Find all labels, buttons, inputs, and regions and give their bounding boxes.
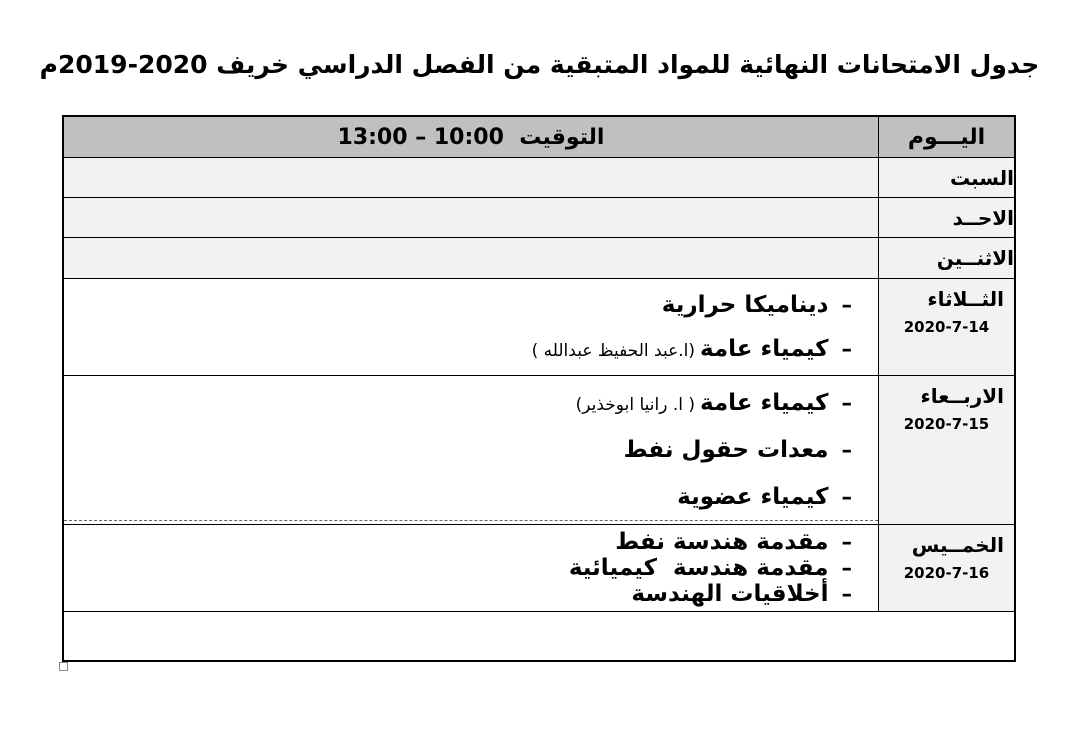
course-name: معدات حقول نفط (623, 436, 829, 463)
page-title: جدول الامتحانات النهائية للمواد المتبقية… (39, 50, 1040, 79)
day-date: 2020-7-15 (903, 415, 990, 433)
dash-bullet: – (841, 437, 853, 462)
day-cell: الاربــعاء 2020-7-15 (878, 376, 1014, 524)
day-name: الخمــيس (911, 533, 1004, 557)
day-header-cell: اليـــوم (878, 117, 1014, 157)
dash-bullet: – (841, 556, 853, 580)
exam-items-list: –كيمياء عامة( ا. رانيا ابوخذير) –معدات ح… (64, 376, 878, 524)
schedule-cell-empty (64, 198, 878, 237)
day-name: الاثنــين (936, 246, 1014, 270)
exam-item: –كيمياء عضوية (74, 484, 852, 510)
dash-bullet: – (841, 484, 853, 509)
exam-item: –معدات حقول نفط (74, 437, 852, 463)
dash-bullet: – (841, 337, 853, 361)
course-name: كيمياء عامة (699, 336, 829, 362)
day-cell: الخمــيس 2020-7-16 (878, 525, 1014, 611)
exam-item: –كيمياء عامة( ا. رانيا ابوخذير) (74, 390, 852, 416)
course-name: كيمياء عضوية (677, 483, 829, 510)
table-row: الاثنــين (64, 238, 1014, 279)
dash-bullet: – (841, 530, 853, 554)
day-name: السبت (949, 165, 1014, 190)
schedule-cell: –ديناميكا حرارية –كيمياء عامة(ا.عبد الحف… (64, 279, 878, 375)
exam-item: –مقدمة هندسة نفط (74, 529, 852, 555)
table-row: –مقدمة هندسة نفط –مقدمة هندسة كيميائية –… (64, 525, 1014, 612)
course-name: مقدمة هندسة نفط (615, 529, 829, 555)
day-cell: السبت (878, 158, 1014, 197)
exam-item: –مقدمة هندسة كيميائية (74, 555, 852, 581)
day-name: الثــلاثاء (927, 287, 1004, 311)
table-row: –ديناميكا حرارية –كيمياء عامة(ا.عبد الحف… (64, 279, 1014, 376)
day-cell: الاحــد (878, 198, 1014, 237)
page-break-dashed-line (64, 520, 878, 521)
schedule-cell: –كيمياء عامة( ا. رانيا ابوخذير) –معدات ح… (64, 376, 878, 524)
day-cell: الاثنــين (878, 238, 1014, 278)
table-resize-handle[interactable] (59, 662, 68, 671)
schedule-cell-empty (64, 238, 878, 278)
day-date: 2020-7-14 (903, 318, 990, 336)
day-name: الاحــد (952, 205, 1014, 230)
dash-bullet: – (841, 582, 853, 606)
instructor-note: (ا.عبد الحفيظ عبدالله ) (531, 341, 695, 361)
course-name: أخلاقيات الهندسة (631, 581, 829, 607)
course-name: ديناميكا حرارية (661, 292, 829, 318)
time-header-cell: التوقيت 10:00 – 13:00 (64, 117, 878, 157)
exam-item: –كيمياء عامة(ا.عبد الحفيظ عبدالله ) (74, 336, 852, 362)
dash-bullet: – (841, 391, 853, 416)
day-header-label: اليـــوم (907, 124, 986, 150)
table-row: –كيمياء عامة( ا. رانيا ابوخذير) –معدات ح… (64, 376, 1014, 525)
exam-item: –أخلاقيات الهندسة (74, 581, 852, 607)
table-row: الاحــد (64, 198, 1014, 238)
day-name: الاربــعاء (920, 384, 1004, 408)
exam-items-list: –مقدمة هندسة نفط –مقدمة هندسة كيميائية –… (64, 525, 878, 611)
course-name: كيمياء عامة (699, 390, 829, 417)
schedule-cell: –مقدمة هندسة نفط –مقدمة هندسة كيميائية –… (64, 525, 878, 611)
dash-bullet: – (841, 293, 853, 317)
exam-schedule-table: التوقيت 10:00 – 13:00 اليـــوم السبت الا… (59, 115, 1016, 671)
day-date: 2020-7-16 (903, 564, 990, 582)
instructor-note: ( ا. رانيا ابوخذير) (575, 395, 695, 416)
table-header-row: التوقيت 10:00 – 13:00 اليـــوم (64, 117, 1014, 158)
schedule-cell-empty (64, 158, 878, 197)
course-name: مقدمة هندسة كيميائية (568, 555, 829, 581)
exam-items-list: –ديناميكا حرارية –كيمياء عامة(ا.عبد الحف… (64, 279, 878, 375)
time-header-label: التوقيت 10:00 – 13:00 (337, 124, 605, 150)
exam-item: –ديناميكا حرارية (74, 292, 852, 318)
table-row: السبت (64, 158, 1014, 198)
day-cell: الثــلاثاء 2020-7-14 (878, 279, 1014, 375)
